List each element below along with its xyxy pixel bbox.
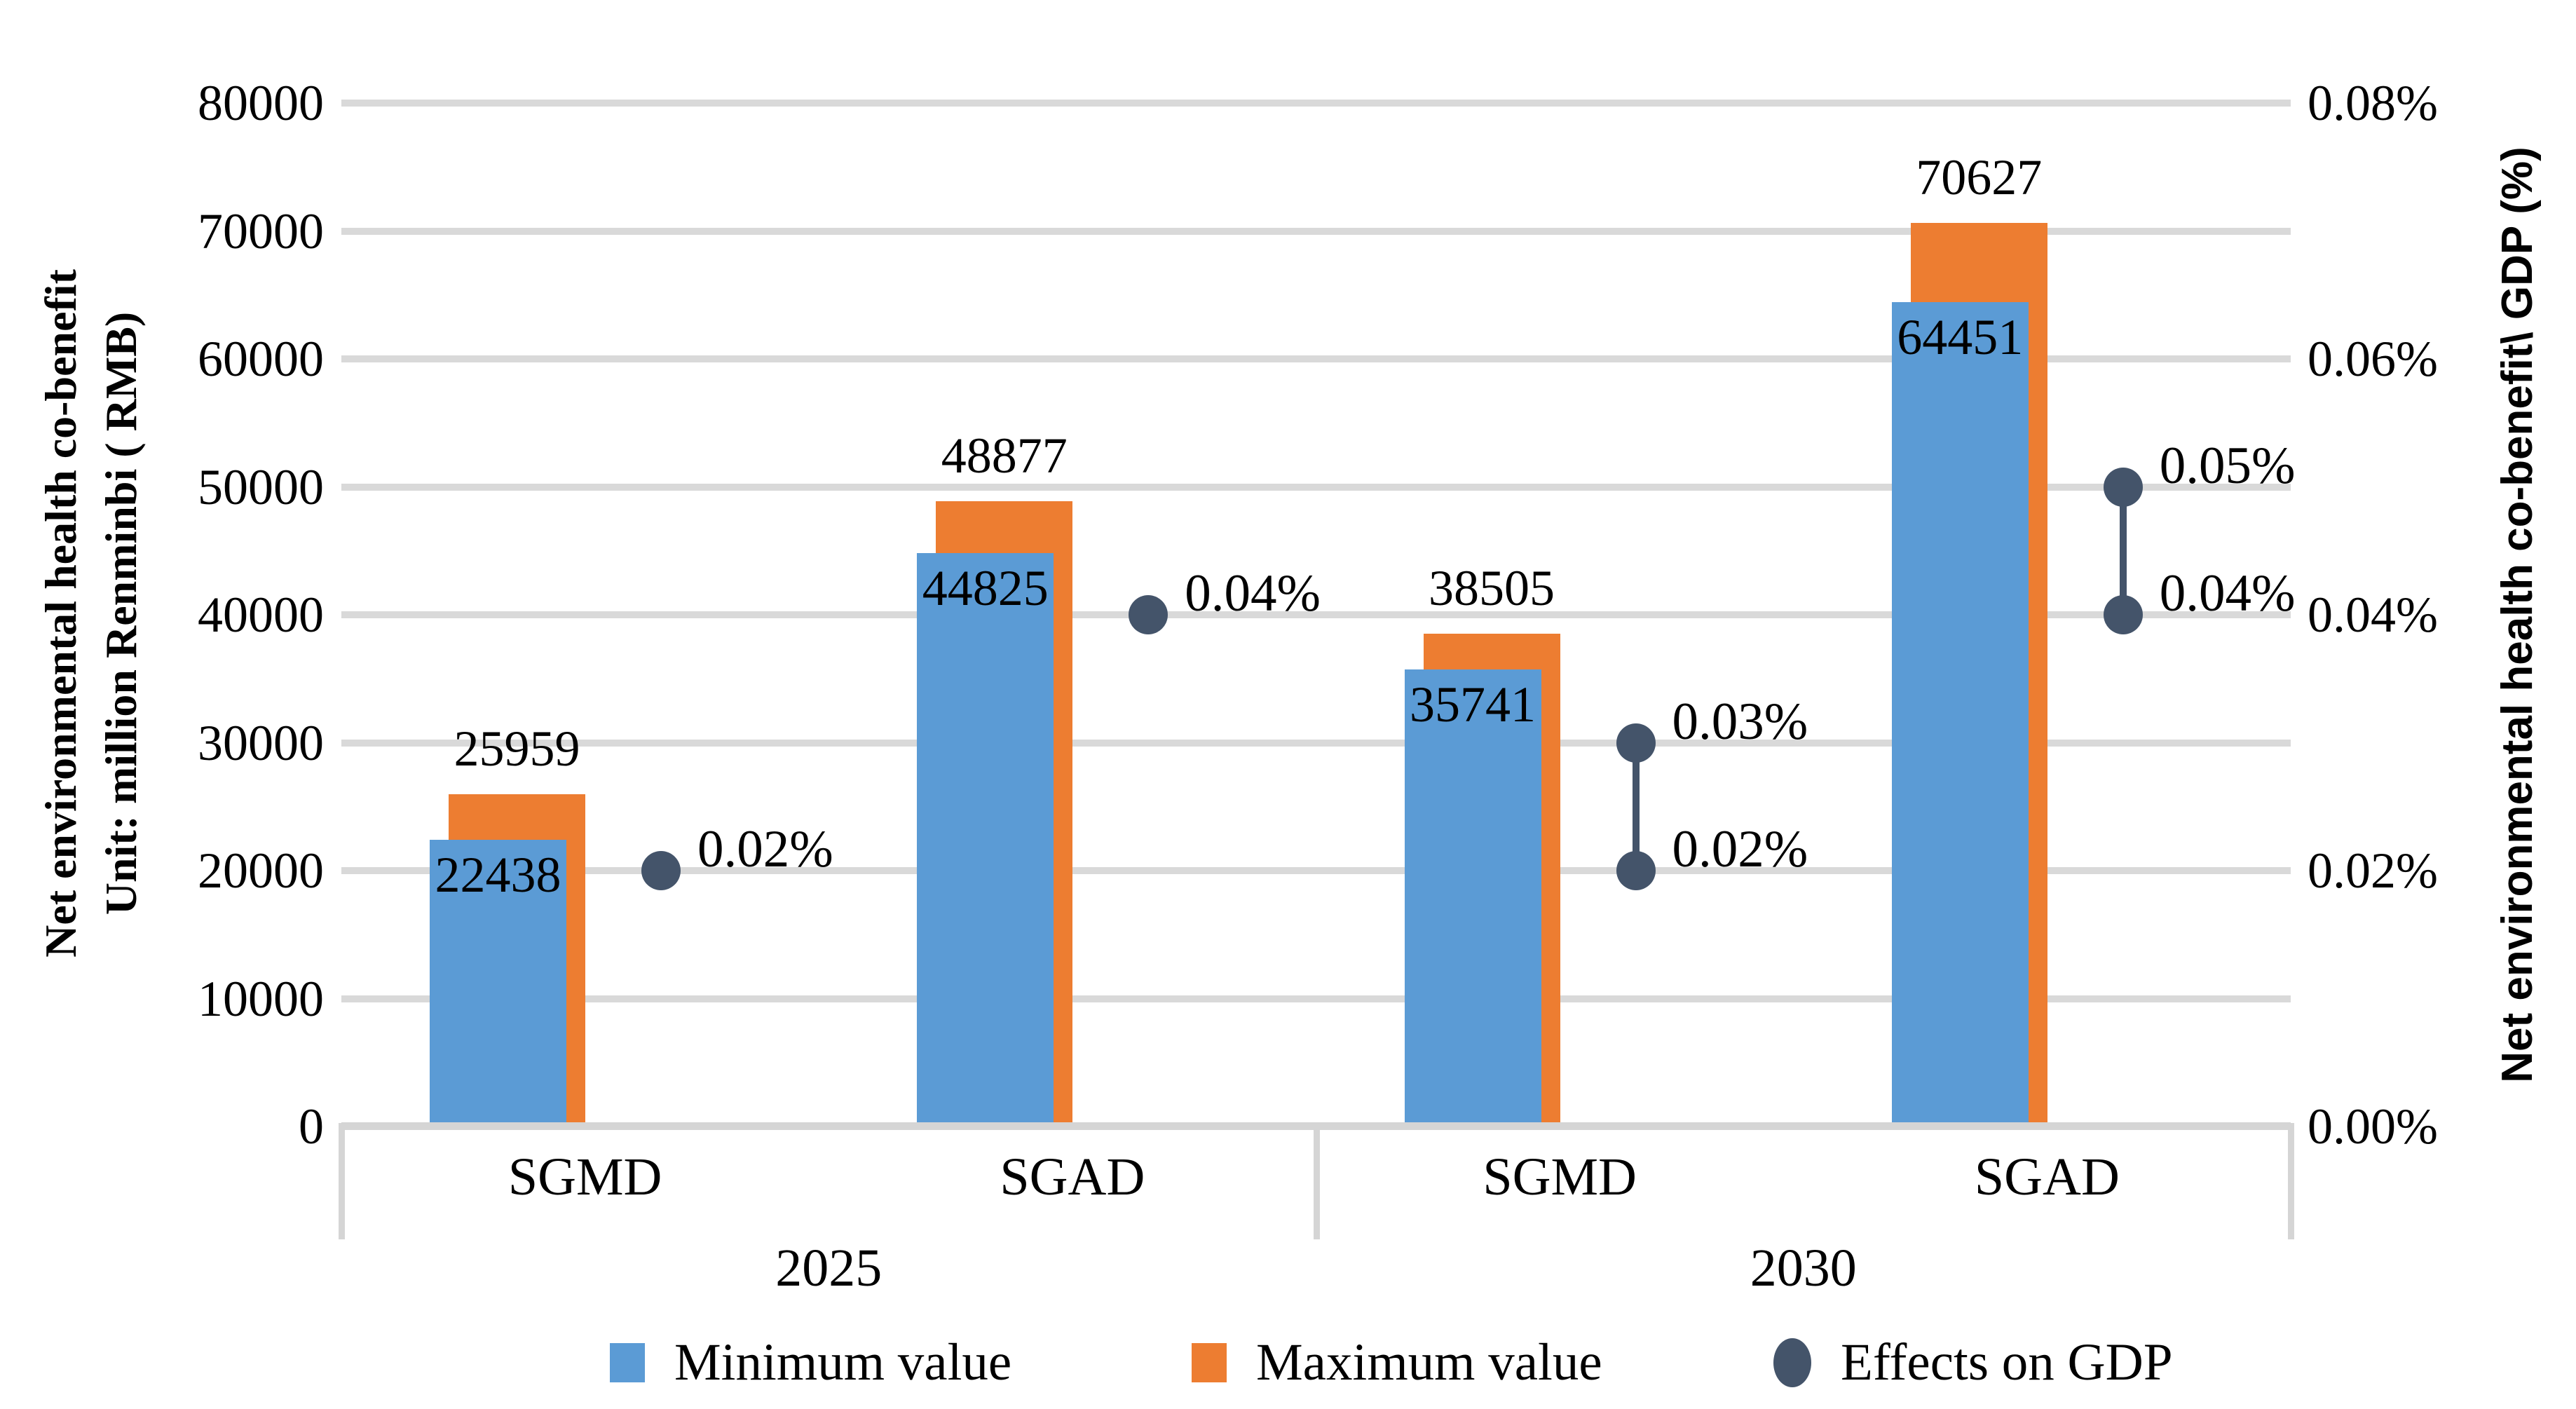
gdp-effect-label: 0.02% [1672,820,1808,878]
legend-label-effects-on-gdp: Effects on GDP [1841,1333,2173,1391]
y-axis-tick-label: 10000 [198,970,324,1027]
y-axis-tick-label: 50000 [198,458,324,515]
effects-on-gdp-dot-icon [1773,1338,1811,1387]
year-label: 2030 [1750,1239,1857,1298]
bar-minimum-value [917,552,1054,1126]
gdp-effect-label: 0.02% [697,820,833,878]
gridline [341,483,2291,491]
secondary-y-axis-tick-label: 0.06% [2308,331,2438,387]
scenario-label: SGAD [1974,1148,2120,1206]
gridline [341,739,2291,747]
gdp-effect-label: 0.04% [1185,564,1321,622]
gdp-connector-line [1632,742,1640,871]
gridline [341,995,2291,1002]
gdp-effect-dot [2103,595,2143,634]
bar-minimum-value [1891,301,2029,1126]
secondary-y-axis-tick-label: 0.08% [2308,75,2438,131]
legend-item-minimum-value: Minimum value [610,1330,1011,1395]
minimum-value-swatch [610,1343,645,1382]
y-axis-tick-label: 20000 [198,843,324,899]
y-axis-tick-label: 0 [299,1098,324,1155]
secondary-y-axis-tick-label: 0.04% [2308,587,2438,643]
y-axis-tick-label: 40000 [198,587,324,643]
category-bracket-line [339,1123,345,1239]
bar-minimum-value [430,839,566,1126]
plot-area: 25959 22438 0.02% 48877 44825 0.04% 38505 35741… [341,100,2295,1126]
min-value-label: 44825 [922,559,1049,616]
gdp-effect-dot [1616,723,1656,763]
gdp-effect-dot [1129,595,1168,634]
gdp-effect-label: 0.04% [2159,564,2296,622]
gridline [341,867,2291,874]
gdp-effect-dot [641,851,681,890]
max-value-label: 25959 [454,721,580,777]
max-value-label: 38505 [1429,560,1555,617]
legend-label-minimum-value: Minimum value [674,1333,1012,1391]
gridline [341,227,2291,235]
min-value-label: 22438 [435,846,561,903]
scenario-label: SGMD [507,1148,662,1206]
y-axis-tick-label: 70000 [198,203,324,259]
legend-item-effects-on-gdp: Effects on GDP [1773,1330,2173,1395]
scenario-label: SGAD [1000,1148,1145,1206]
max-value-label: 70627 [1916,149,2043,206]
max-value-label: 48877 [941,428,1068,484]
min-value-label: 64451 [1897,308,2024,365]
y-axis-tick-label: 30000 [198,714,324,771]
min-value-label: 35741 [1410,676,1536,733]
maximum-value-swatch [1192,1343,1227,1382]
gridline [341,611,2291,618]
x-axis-line [341,1122,2291,1130]
gdp-effect-dot [1616,851,1656,890]
gdp-effect-label: 0.05% [2159,436,2296,495]
gdp-connector-line [2119,486,2127,615]
secondary-y-axis-tick-label: 0.02% [2308,843,2438,899]
category-bracket-line [2288,1123,2294,1239]
secondary-y-axis-tick-label: 0.00% [2308,1098,2438,1155]
gdp-effect-label: 0.03% [1672,692,1808,751]
y-axis-tick-label: 60000 [198,331,324,387]
legend-item-maximum-value: Maximum value [1192,1330,1602,1395]
y-axis-tick-label: 80000 [198,75,324,131]
gdp-effect-dot [2103,467,2143,507]
gridline [341,355,2291,362]
gridline [341,100,2291,107]
legend-label-maximum-value: Maximum value [1256,1333,1602,1391]
scenario-label: SGMD [1483,1148,1637,1206]
category-bracket-line [1313,1123,1320,1239]
year-label: 2025 [775,1239,882,1298]
bar-minimum-value [1404,669,1541,1126]
